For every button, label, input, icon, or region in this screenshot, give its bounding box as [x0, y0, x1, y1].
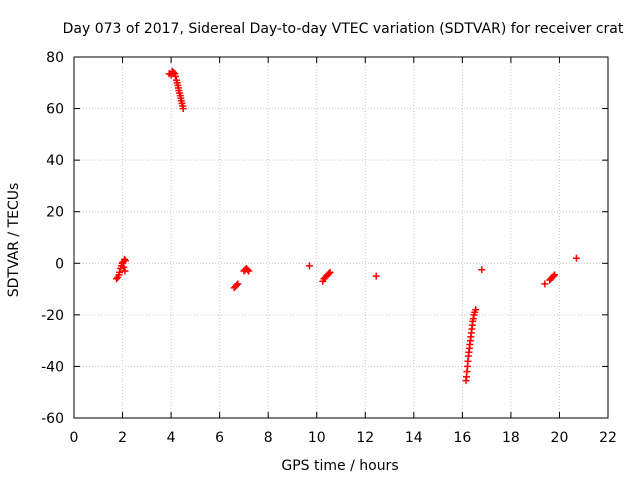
x-tick-label: 10 — [308, 430, 326, 446]
data-point — [233, 281, 241, 289]
x-axis-label: GPS time / hours — [281, 458, 398, 474]
x-tick-label: 2 — [118, 430, 127, 446]
x-tick-label: 14 — [405, 430, 423, 446]
data-point — [171, 72, 179, 80]
x-tick-label: 4 — [167, 430, 176, 446]
data-point — [170, 68, 178, 76]
data-point — [326, 268, 334, 276]
y-tick-label: -20 — [41, 308, 64, 324]
y-tick-label: 40 — [46, 153, 64, 169]
y-tick-label: 80 — [46, 50, 64, 66]
y-tick-label: 60 — [46, 102, 64, 118]
y-tick-label: 20 — [46, 205, 64, 221]
y-tick-label: 0 — [55, 256, 64, 272]
data-point — [551, 271, 559, 279]
data-point — [112, 275, 120, 283]
data-point — [234, 280, 242, 288]
x-tick-label: 12 — [356, 430, 374, 446]
data-point — [305, 262, 313, 270]
data-point — [325, 270, 333, 278]
x-tick-label: 6 — [215, 430, 224, 446]
data-point — [120, 255, 128, 263]
y-tick-label: -60 — [41, 411, 64, 427]
data-point — [372, 272, 380, 280]
data-point — [245, 267, 253, 275]
data-point — [116, 268, 124, 276]
data-point — [120, 263, 128, 271]
data-point — [121, 257, 129, 265]
data-point — [472, 306, 480, 314]
axis-ticks: 0 2 4 6 8 10 12 14 16 18 20 22 -60 -40 -20 0 20 40 60 80 — [41, 50, 617, 446]
data-point — [121, 267, 129, 275]
data-point — [244, 266, 252, 274]
x-tick-label: 16 — [453, 430, 471, 446]
x-tick-label: 8 — [264, 430, 273, 446]
data-point — [541, 280, 549, 288]
grid-lines — [74, 57, 608, 418]
chart-title: Day 073 of 2017, Sidereal Day-to-day VTE… — [63, 21, 624, 37]
x-tick-label: 18 — [502, 430, 520, 446]
data-point — [549, 272, 557, 280]
data-points — [112, 67, 580, 385]
plot-frame — [73, 56, 609, 419]
x-tick-label: 0 — [70, 430, 79, 446]
data-point — [478, 266, 486, 274]
data-point — [179, 105, 187, 113]
x-tick-label: 22 — [599, 430, 617, 446]
data-point — [572, 254, 580, 262]
y-tick-label: -40 — [41, 359, 64, 375]
x-tick-label: 20 — [551, 430, 569, 446]
y-axis-label: SDTVAR / TECUs — [6, 183, 22, 298]
